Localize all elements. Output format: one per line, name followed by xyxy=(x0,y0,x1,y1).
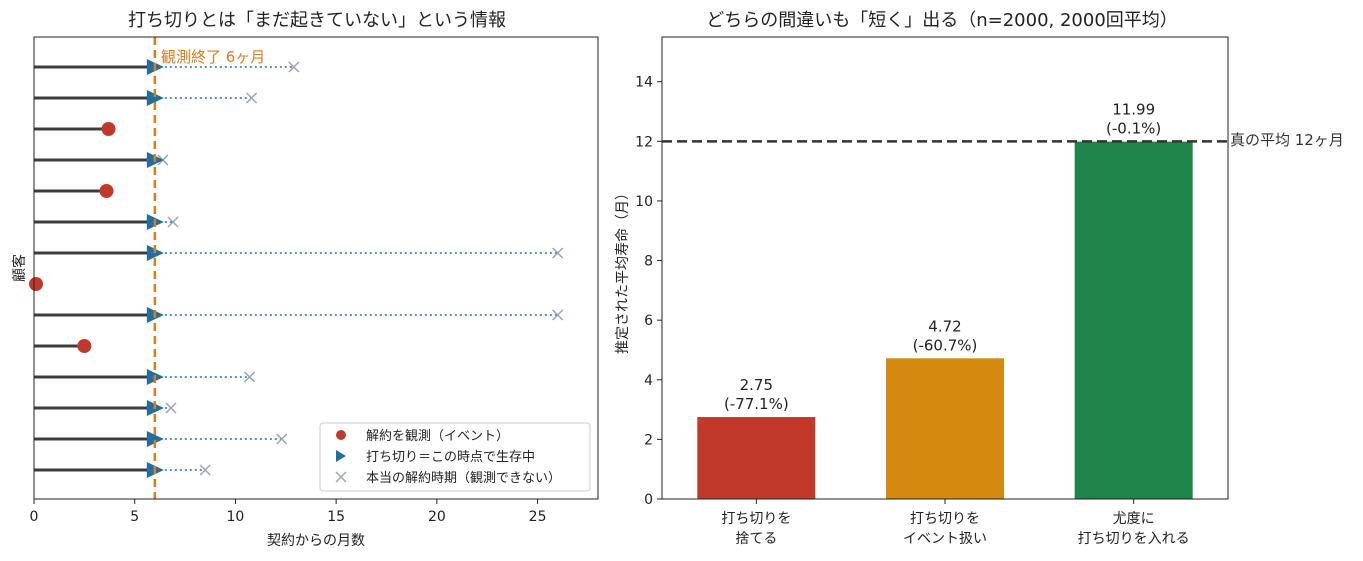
y-tick-label: 0 xyxy=(644,492,653,508)
x-tick-label: 捨てる xyxy=(735,530,777,547)
bar xyxy=(697,417,816,499)
bar xyxy=(886,358,1004,499)
x-tick-label: イベント扱い xyxy=(903,531,987,547)
x-tick-label: 0 xyxy=(30,509,39,525)
y-tick-label: 14 xyxy=(635,75,653,91)
x-stroke xyxy=(165,402,177,414)
event-marker xyxy=(99,184,114,198)
bar-percent-label: (-77.1%) xyxy=(724,395,789,413)
true-churn-marker xyxy=(243,371,256,383)
x-stroke xyxy=(246,92,258,104)
legend-censored-label: 打ち切り＝この時点で生存中 xyxy=(366,450,535,465)
x-tick-label: 15 xyxy=(327,509,345,525)
bar-value-label: 2.75 xyxy=(740,376,773,394)
x-stroke xyxy=(288,61,300,73)
x-stroke xyxy=(167,216,179,228)
right-y-ticks: 0 2 4 6 8 10 12 14 xyxy=(635,75,662,508)
y-tick-label: 12 xyxy=(635,134,653,150)
y-tick-label: 4 xyxy=(644,373,653,389)
left-axes-frame xyxy=(33,36,599,500)
event-marker xyxy=(77,339,92,353)
left-chart-title: 打ち切りとは「まだ起きていない」という情報 xyxy=(128,10,506,31)
bar-value-label: 11.99 xyxy=(1112,101,1155,119)
legend-box xyxy=(319,422,591,492)
y-tick-label: 10 xyxy=(635,194,653,210)
right-chart-title: どちらの間違いも「短く」出る（n=2000, 2000回平均） xyxy=(706,10,1178,31)
legend-true-marker xyxy=(335,471,347,483)
y-tick-label: 6 xyxy=(644,313,653,329)
true-churn-marker xyxy=(165,402,177,414)
observation-end-label: 観測終了 6ヶ月 xyxy=(161,48,265,66)
x-tick-label: 打ち切りを入れる xyxy=(1078,530,1190,547)
left-y-axis-label: 顧客 xyxy=(11,254,28,282)
true-churn-marker xyxy=(552,309,564,321)
y-tick-label: 2 xyxy=(644,432,653,448)
right-y-axis-label: 推定された平均寿命（月） xyxy=(614,186,631,354)
left-panel: 打ち切りとは「まだ起きていない」という情報 0 5 10 15 20 25 契約からの月数… xyxy=(11,10,599,549)
x-tick-label: 尤度に xyxy=(1113,511,1155,527)
x-stroke xyxy=(552,247,564,259)
y-tick-label: 8 xyxy=(644,254,653,270)
true-churn-marker xyxy=(246,92,258,104)
x-stroke xyxy=(552,309,564,321)
x-stroke xyxy=(199,464,211,476)
censored-marker xyxy=(146,431,164,447)
event-marker xyxy=(29,277,44,291)
x-tick-label: 25 xyxy=(529,509,547,525)
censored-marker xyxy=(146,90,164,106)
legend-censored-marker xyxy=(336,450,346,462)
true-churn-marker xyxy=(199,464,211,476)
true-churn-marker xyxy=(276,433,288,445)
bar-percent-label: (-60.7%) xyxy=(913,336,978,354)
true-mean-label: 真の平均 12ヶ月 xyxy=(1230,131,1344,149)
left-legend: 解約を観測（イベント） 打ち切り＝この時点で生存中 本当の解約時期（観測できない… xyxy=(319,422,591,492)
legend-true-label: 本当の解約時期（観測できない） xyxy=(366,471,561,486)
bar-percent-label: (-0.1%) xyxy=(1106,120,1161,138)
left-plot-area xyxy=(29,37,564,499)
true-churn-marker xyxy=(167,216,179,228)
true-churn-marker xyxy=(552,247,564,259)
event-marker xyxy=(101,122,116,136)
x-stroke xyxy=(276,433,288,445)
left-x-ticks: 0 5 10 15 20 25 xyxy=(30,499,547,525)
true-churn-marker xyxy=(288,61,300,73)
x-tick-label: 打ち切りを xyxy=(721,510,791,527)
bar-value-label: 4.72 xyxy=(928,317,961,335)
x-tick-label: 打ち切りを xyxy=(910,510,980,527)
left-x-axis-label: 契約からの月数 xyxy=(267,533,365,549)
x-stroke xyxy=(243,371,256,383)
right-plot-area: 2.75(-77.1%) 4.72(-60.7%) 11.99(-0.1%) xyxy=(662,101,1228,499)
x-tick-label: 10 xyxy=(227,509,245,525)
x-tick-label: 20 xyxy=(428,509,446,525)
x-tick-label: 5 xyxy=(130,509,139,525)
bar xyxy=(1074,141,1193,499)
legend-event-marker xyxy=(336,430,346,440)
legend-event-label: 解約を観測（イベント） xyxy=(366,429,509,444)
right-panel: どちらの間違いも「短く」出る（n=2000, 2000回平均） 2.75(-77… xyxy=(614,10,1344,547)
